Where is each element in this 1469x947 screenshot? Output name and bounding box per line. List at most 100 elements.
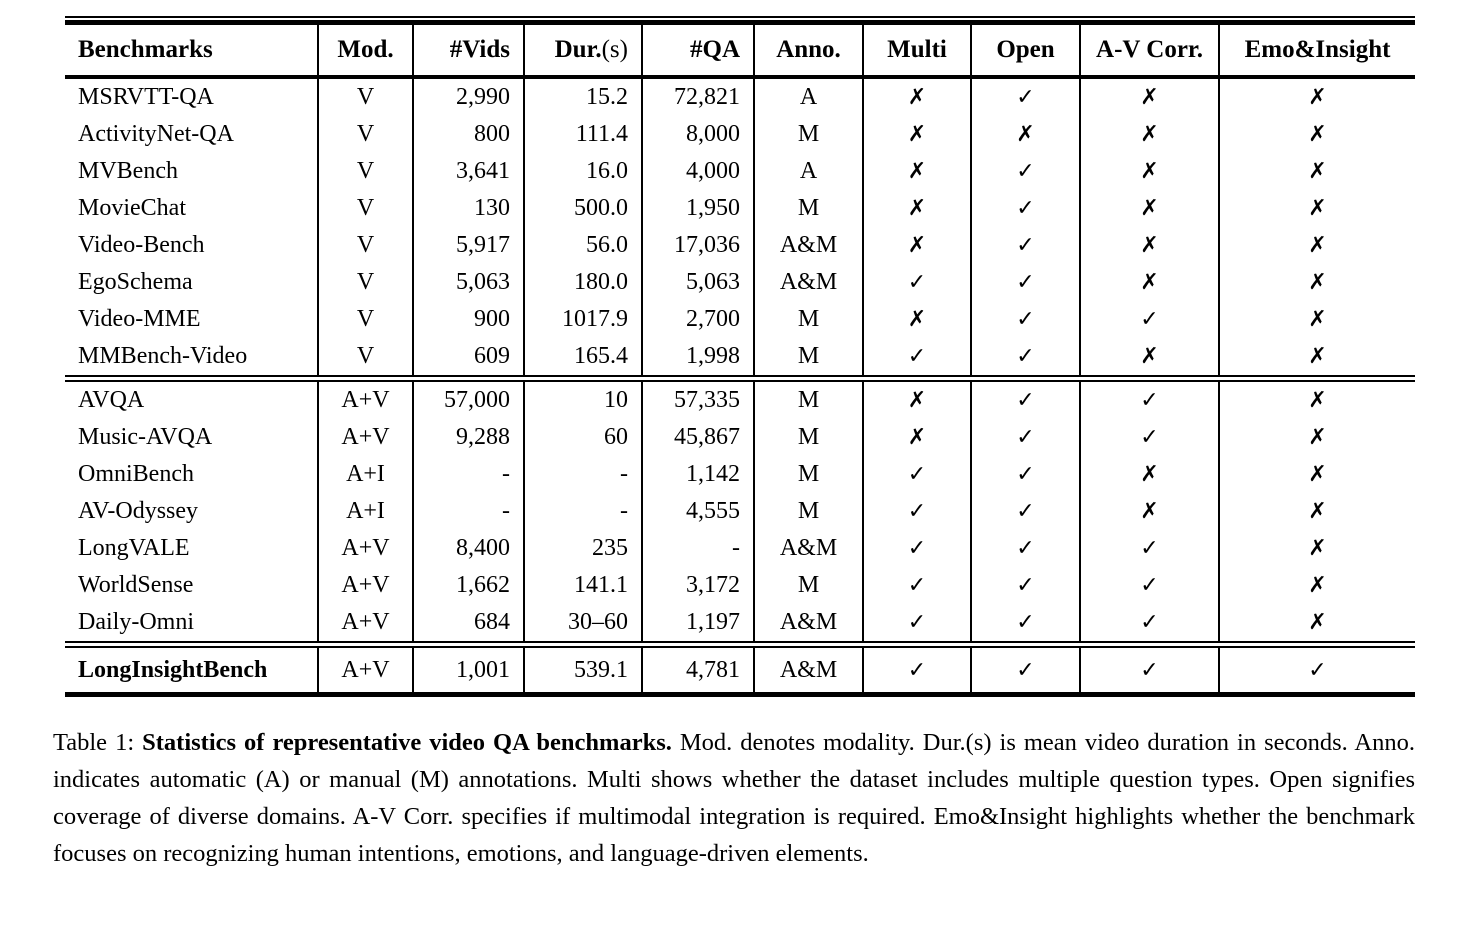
cell-vids: 57,000 (412, 375, 524, 419)
table-row-moviechat: MovieChat V 130 500.0 1,950 M ✗ ✓ ✗ ✗ (65, 190, 1415, 227)
cell-vids: 130 (412, 190, 524, 227)
cell-dur: 500.0 (523, 190, 642, 227)
cell-mod: A+I (317, 493, 413, 530)
cell-multi: ✓ (862, 604, 971, 645)
cell-emo-insight: ✗ (1218, 338, 1415, 379)
cell-qa: 17,036 (641, 227, 754, 264)
cell-a-v-corr: ✗ (1079, 116, 1219, 153)
cell-mod: A+V (317, 419, 413, 456)
cell-mod: V (317, 77, 413, 116)
cell-multi: ✓ (862, 530, 971, 567)
cell-a-v-corr: ✗ (1079, 338, 1219, 379)
cell-open: ✓ (970, 264, 1080, 301)
cell-anno: A&M (753, 530, 863, 567)
cell-anno: A (753, 153, 863, 190)
cell-open: ✓ (970, 190, 1080, 227)
table-caption: Table 1: Statistics of representative vi… (53, 724, 1415, 872)
cell-benchmarks: WorldSense (78, 572, 194, 598)
cell-benchmarks: Video-Bench (78, 232, 205, 258)
cell-emo-insight: ✗ (1218, 567, 1415, 604)
cell-qa: 8,000 (641, 116, 754, 153)
cell-anno: A&M (753, 264, 863, 301)
cell-benchmarks: AV-Odyssey (78, 498, 199, 524)
table-group-audio-visual: AVQA A+V 57,000 10 57,335 M ✗ ✓ ✓ ✗ Music-AVQA A+V 9… (65, 375, 1415, 645)
cell-anno: M (753, 419, 863, 456)
cell-open: ✓ (970, 419, 1080, 456)
table-row-egoschema: EgoSchema V 5,063 180.0 5,063 A&M ✓ ✓ ✗ ✗ (65, 264, 1415, 301)
cell-emo-insight: ✗ (1218, 116, 1415, 153)
cell-mod: V (317, 227, 413, 264)
col-header-multi: Multi (862, 25, 971, 79)
cell-a-v-corr: ✗ (1079, 456, 1219, 493)
table-group-video-only: MSRVTT-QA V 2,990 15.2 72,821 A ✗ ✓ ✗ ✗ ActivityNe… (65, 77, 1415, 379)
cell-emo-insight: ✗ (1218, 604, 1415, 645)
cell-benchmarks: ActivityNet-QA (78, 121, 234, 147)
cell-a-v-corr: ✓ (1079, 530, 1219, 567)
table-row-daily-omni: Daily-Omni A+V 684 30–60 1,197 A&M ✓ ✓ ✓ ✗ (65, 604, 1415, 645)
cell-a-v-corr: ✗ (1079, 493, 1219, 530)
cell-anno: A&M (753, 641, 863, 692)
cell-benchmarks: Video-MME (78, 306, 201, 332)
cell-open: ✓ (970, 604, 1080, 645)
cell-qa: 45,867 (641, 419, 754, 456)
cell-emo-insight: ✗ (1218, 375, 1415, 419)
cell-mod: A+V (317, 375, 413, 419)
cell-anno: M (753, 116, 863, 153)
cell-open: ✓ (970, 153, 1080, 190)
col-header-a-v-corr: A-V Corr. (1079, 25, 1219, 79)
cell-emo-insight: ✗ (1218, 153, 1415, 190)
cell-mod: V (317, 190, 413, 227)
cell-vids: 5,917 (412, 227, 524, 264)
col-header-qa: #QA (641, 25, 754, 79)
cell-benchmarks: EgoSchema (78, 269, 193, 295)
table-row-longinsightbench: LongInsightBench A+V 1,001 539.1 4,781 A&M ✓ ✓ ✓… (65, 641, 1415, 692)
cell-qa: 1,197 (641, 604, 754, 645)
cell-multi: ✓ (862, 641, 971, 692)
table-1: Benchmarks Mod. #Vids Dur.(s) #QA Anno. Multi O… (65, 16, 1415, 697)
cell-multi: ✗ (862, 301, 971, 338)
cell-dur: 1017.9 (523, 301, 642, 338)
cell-mod: V (317, 153, 413, 190)
cell-dur: 10 (523, 375, 642, 419)
cell-mod: A+V (317, 641, 413, 692)
cell-benchmarks: LongInsightBench (65, 641, 318, 692)
cell-open: ✓ (970, 227, 1080, 264)
cell-qa: 4,000 (641, 153, 754, 190)
caption-prefix: Table 1: (53, 729, 143, 756)
cell-vids: 3,641 (412, 153, 524, 190)
table-row-video-bench: Video-Bench V 5,917 56.0 17,036 A&M ✗ ✓ ✗ ✗ (65, 227, 1415, 264)
table-bottom-rule (65, 692, 1415, 697)
cell-qa: 1,998 (641, 338, 754, 379)
cell-benchmarks: Music-AVQA (78, 424, 213, 450)
table-row-video-mme: Video-MME V 900 1017.9 2,700 M ✗ ✓ ✓ ✗ (65, 301, 1415, 338)
table-row-worldsense: WorldSense A+V 1,662 141.1 3,172 M ✓ ✓ ✓ ✗ (65, 567, 1415, 604)
cell-emo-insight: ✗ (1218, 77, 1415, 116)
col-header-emo-insight: Emo&Insight (1218, 25, 1415, 79)
cell-multi: ✓ (862, 338, 971, 379)
table-group-longinsightbench: LongInsightBench A+V 1,001 539.1 4,781 A&M ✓ ✓ ✓… (65, 641, 1415, 692)
cell-a-v-corr: ✗ (1079, 227, 1219, 264)
cell-dur: - (523, 493, 642, 530)
cell-vids: 1,001 (412, 641, 524, 692)
table-row-mmbench-video: MMBench-Video V 609 165.4 1,998 M ✓ ✓ ✗ ✗ (65, 338, 1415, 379)
cell-multi: ✓ (862, 567, 971, 604)
cell-open: ✓ (970, 375, 1080, 419)
cell-qa: 5,063 (641, 264, 754, 301)
cell-multi: ✓ (862, 264, 971, 301)
cell-a-v-corr: ✓ (1079, 419, 1219, 456)
cell-multi: ✗ (862, 190, 971, 227)
cell-qa: 2,700 (641, 301, 754, 338)
cell-emo-insight: ✗ (1218, 190, 1415, 227)
cell-a-v-corr: ✓ (1079, 641, 1219, 692)
col-header-benchmarks: Benchmarks (65, 25, 318, 79)
cell-vids: - (412, 456, 524, 493)
cell-a-v-corr: ✗ (1079, 190, 1219, 227)
cell-a-v-corr: ✓ (1079, 375, 1219, 419)
cell-multi: ✗ (862, 116, 971, 153)
cell-benchmarks: MVBench (78, 158, 178, 184)
cell-dur: - (523, 456, 642, 493)
cell-anno: M (753, 190, 863, 227)
cell-vids: 8,400 (412, 530, 524, 567)
cell-dur: 235 (523, 530, 642, 567)
